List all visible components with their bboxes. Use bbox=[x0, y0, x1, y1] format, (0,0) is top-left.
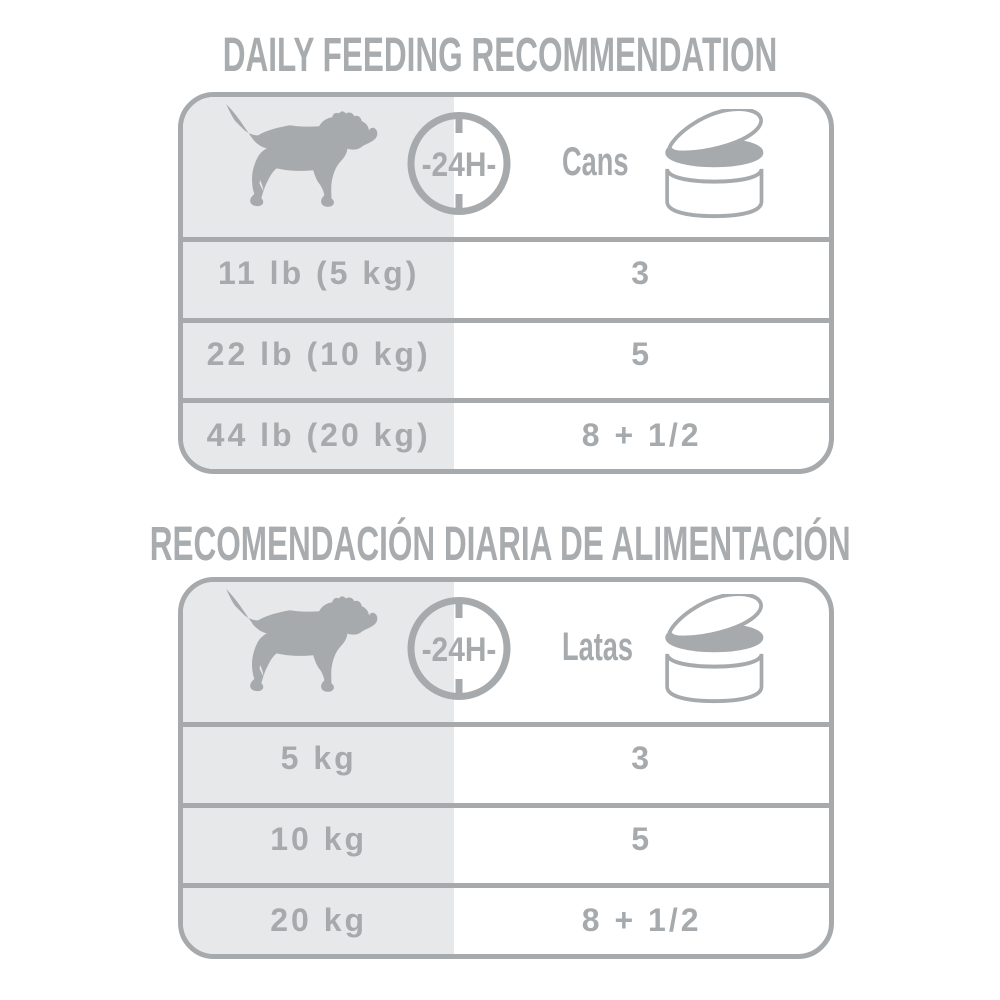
svg-text:-24H-: -24H- bbox=[422, 630, 497, 668]
svg-text:-24H-: -24H- bbox=[422, 145, 497, 183]
